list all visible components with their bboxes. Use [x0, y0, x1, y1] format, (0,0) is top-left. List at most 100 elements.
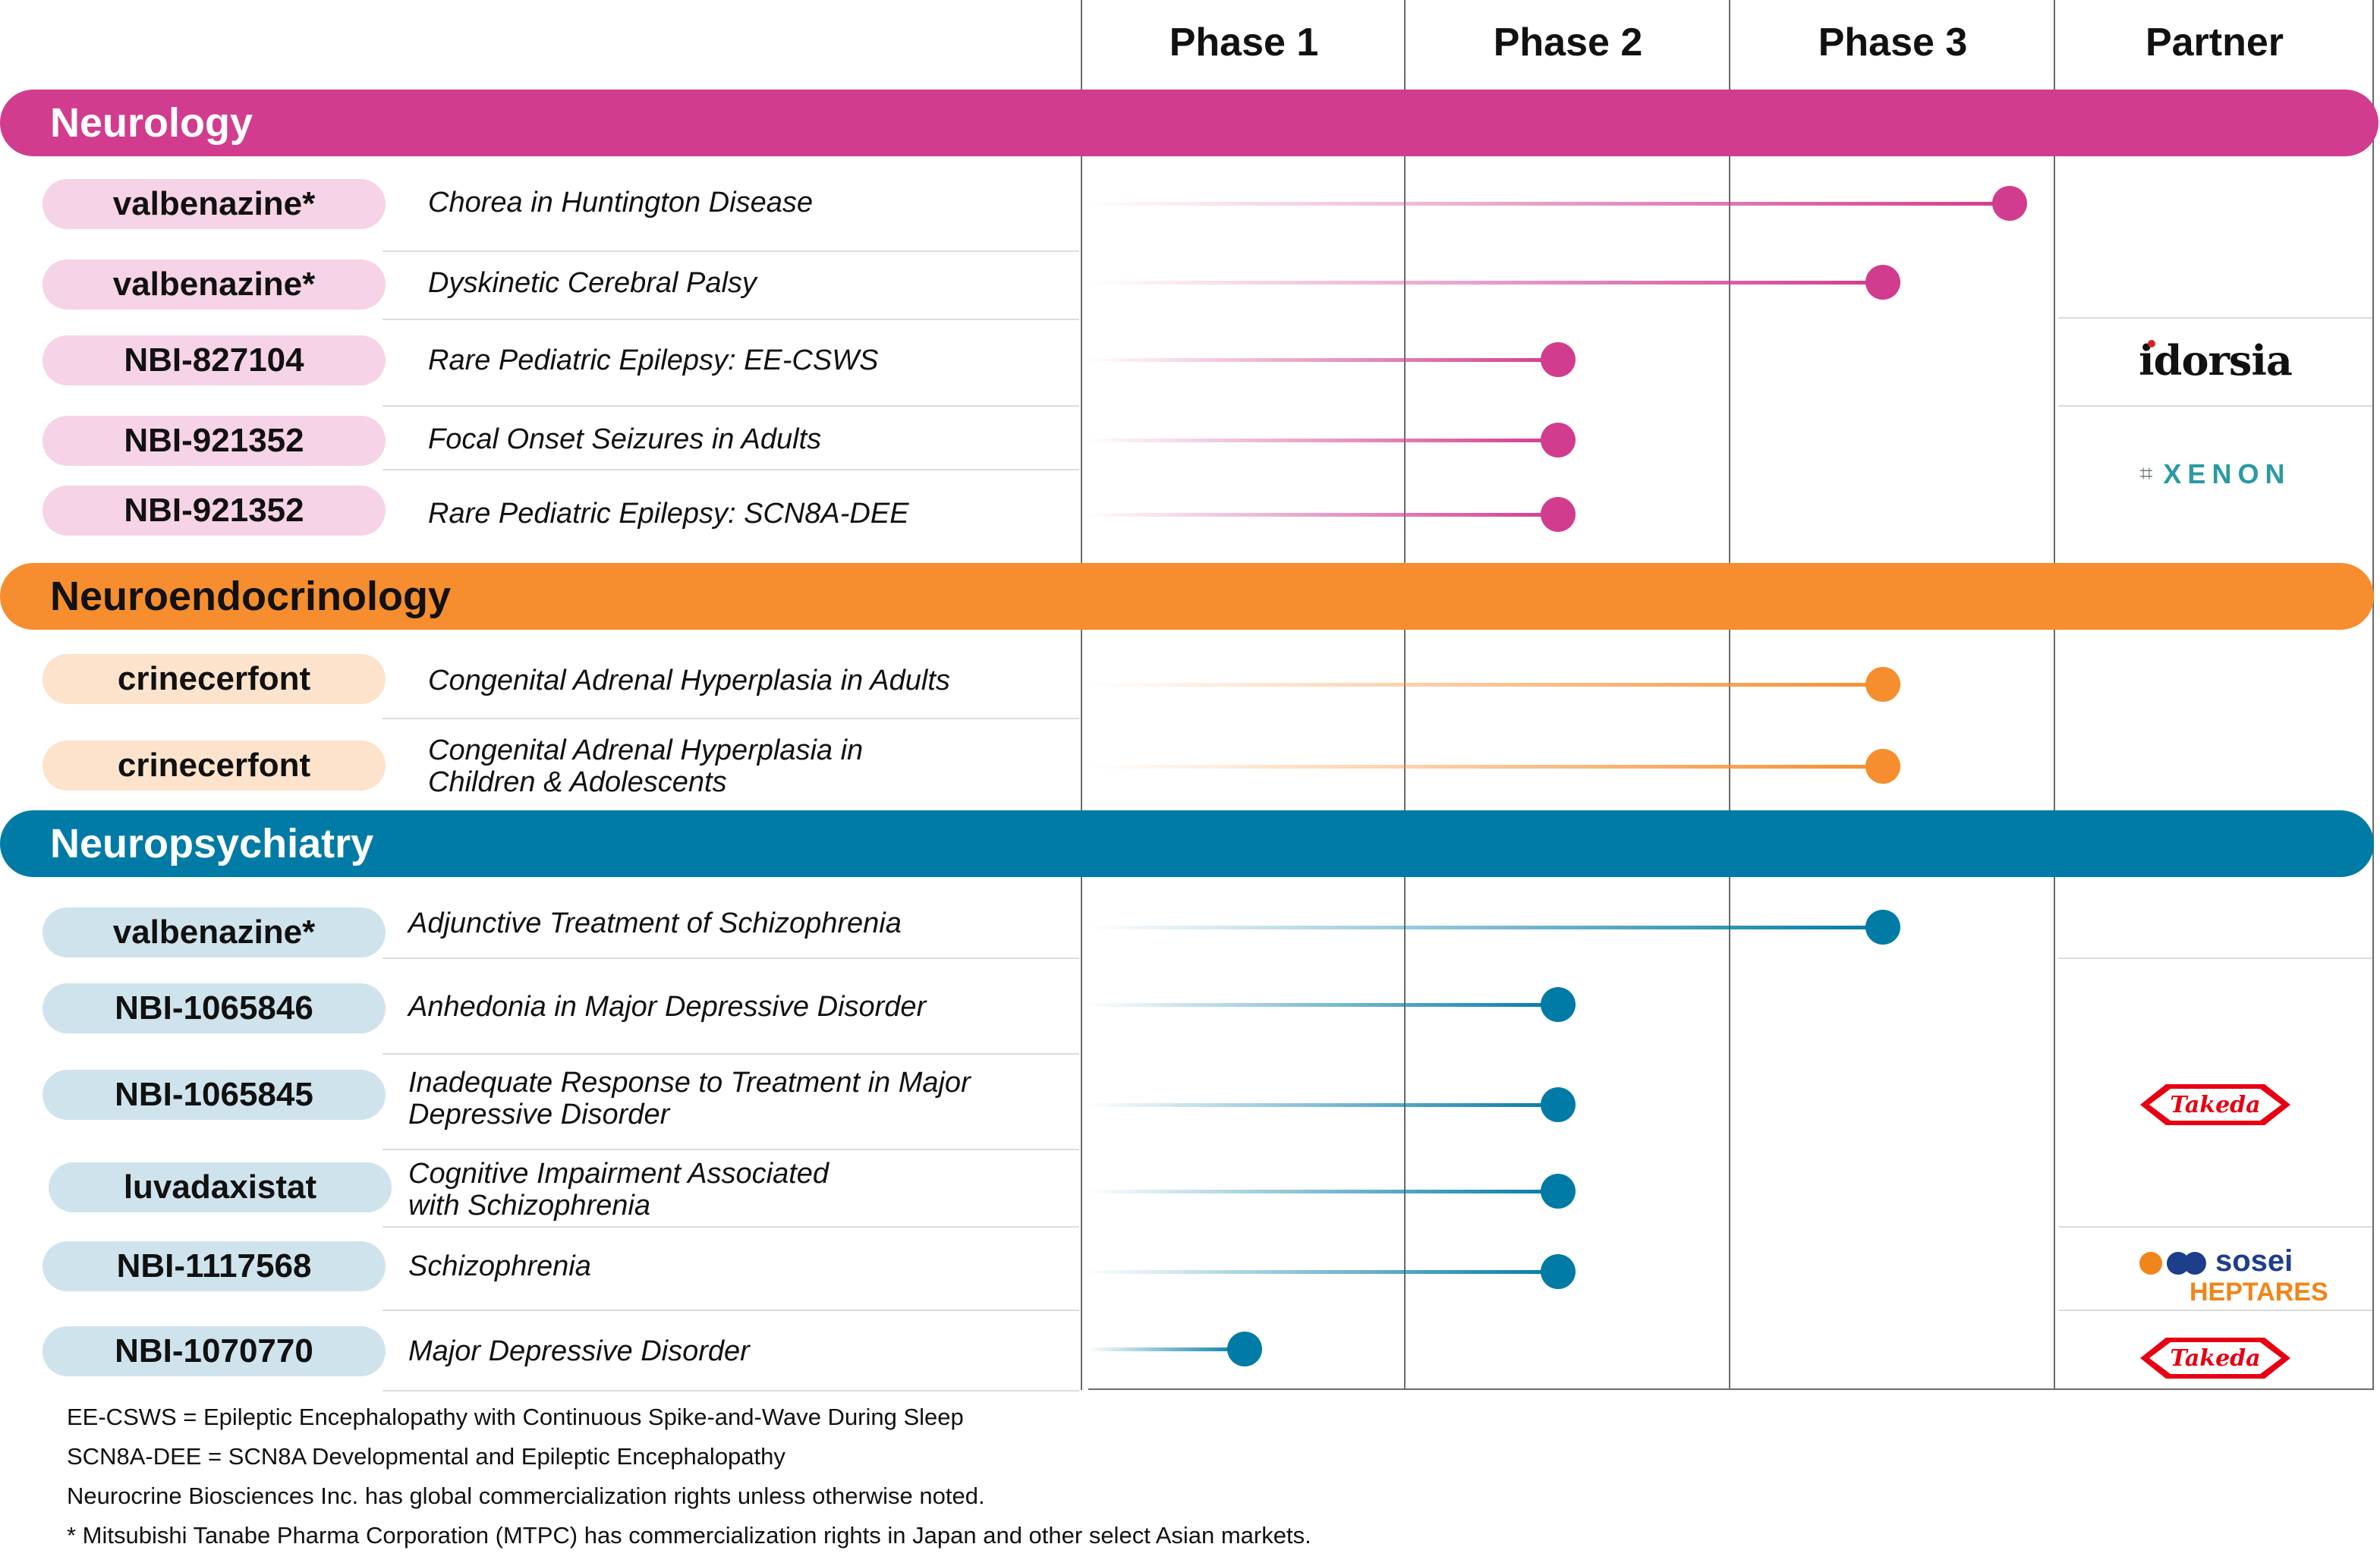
- drug-pill: NBI-921352: [42, 416, 386, 466]
- takeda-wordmark: Takeda: [2170, 1091, 2261, 1118]
- progress-bar: [1087, 439, 1559, 442]
- row-separator: [382, 958, 1079, 959]
- indication-text: Congenital Adrenal Hyperplasia in Adults: [428, 665, 950, 697]
- progress-dot: [1541, 423, 1576, 458]
- drug-pill: NBI-1065846: [42, 983, 386, 1033]
- progress-bar: [1087, 683, 1884, 687]
- footnote: EE-CSWS = Epileptic Encephalopathy with …: [67, 1404, 964, 1430]
- progress-bar: [1087, 1347, 1245, 1351]
- grid-line-partner: [2054, 0, 2055, 1390]
- drug-pill: valbenazine*: [42, 179, 386, 229]
- takeda-emblem-icon: [2140, 1084, 2290, 1125]
- grid-line-right: [2372, 0, 2374, 1390]
- progress-dot: [1541, 342, 1576, 377]
- progress-dot: [1865, 910, 1901, 945]
- phase-3-header: Phase 3: [1818, 20, 1968, 64]
- drug-pill: luvadaxistat: [49, 1162, 392, 1212]
- drug-pill: NBI-1070770: [42, 1326, 386, 1376]
- sosei-orange-dot-icon: [2139, 1252, 2162, 1275]
- grid-line-left: [1081, 0, 1082, 1390]
- progress-dot: [1541, 1087, 1576, 1122]
- progress-bar: [1087, 281, 1884, 285]
- progress-bar: [1087, 202, 2010, 206]
- progress-bar: [1087, 1103, 1559, 1107]
- indication-text: Chorea in Huntington Disease: [428, 187, 813, 219]
- partner-separator: [2058, 405, 2372, 407]
- partner-separator: [2058, 317, 2372, 319]
- row-separator: [382, 1149, 1079, 1150]
- band-neuropsychiatry: Neuropsychiatry: [0, 810, 2374, 877]
- progress-bar: [1087, 1270, 1559, 1274]
- footnote: Neurocrine Biosciences Inc. has global c…: [67, 1483, 985, 1509]
- band-neurology: Neurology: [0, 90, 2378, 156]
- row-separator: [382, 1310, 1079, 1311]
- indication-text: Schizophrenia: [408, 1250, 591, 1282]
- drug-pill: crinecerfont: [42, 741, 386, 791]
- takeda-logo: Takeda: [2058, 1074, 2372, 1135]
- row-separator: [382, 1390, 1079, 1391]
- idorsia-logo: idorsia: [2058, 334, 2372, 387]
- grid-line-phase2: [1404, 0, 1406, 1390]
- grid-line-bottom: [1088, 1388, 2374, 1390]
- indication-text: Anhedonia in Major Depressive Disorder: [408, 991, 927, 1023]
- progress-bar: [1087, 1190, 1559, 1193]
- drug-pill: NBI-1065845: [42, 1070, 386, 1120]
- sosei-blue-dot-icon: [2183, 1252, 2206, 1275]
- partner-separator: [2058, 1226, 2372, 1228]
- indication-text: Rare Pediatric Epilepsy: SCN8A-DEE: [428, 498, 909, 530]
- drug-pill: crinecerfont: [42, 654, 386, 704]
- phase-2-header: Phase 2: [1493, 20, 1643, 64]
- indication-text: Rare Pediatric Epilepsy: EE-CSWS: [428, 344, 879, 376]
- partner-separator: [2058, 1310, 2372, 1311]
- footnote: SCN8A-DEE = SCN8A Developmental and Epil…: [67, 1443, 785, 1470]
- progress-dot: [1541, 987, 1576, 1022]
- drug-pill: valbenazine*: [42, 259, 386, 310]
- drug-pill: valbenazine*: [42, 907, 386, 958]
- sosei-heptares-logo: sosei HEPTARES: [2058, 1241, 2372, 1310]
- indication-text: Dyskinetic Cerebral Palsy: [428, 267, 757, 299]
- heptares-wordmark: HEPTARES: [2190, 1278, 2328, 1307]
- grid-line-phase3: [1729, 0, 1730, 1390]
- progress-bar: [1087, 358, 1559, 362]
- progress-bar: [1087, 1003, 1559, 1007]
- row-separator: [382, 1226, 1079, 1228]
- xenon-wordmark: XENON: [2163, 458, 2291, 489]
- phase-1-header: Phase 1: [1169, 20, 1319, 64]
- drug-pill: NBI-827104: [42, 335, 386, 385]
- idorsia-wordmark: idorsia: [2139, 336, 2293, 385]
- indication-text: Cognitive Impairment Associated with Sch…: [408, 1158, 830, 1222]
- indication-text: Adjunctive Treatment of Schizophrenia: [408, 907, 902, 939]
- drug-pill: NBI-921352: [42, 486, 386, 536]
- takeda-wordmark: Takeda: [2170, 1344, 2261, 1372]
- takeda-emblem-icon: [2140, 1338, 2290, 1379]
- footnote: * Mitsubishi Tanabe Pharma Corporation (…: [67, 1522, 1311, 1549]
- indication-text: Congenital Adrenal Hyperplasia in Childr…: [428, 734, 864, 798]
- progress-bar: [1087, 765, 1884, 769]
- progress-dot: [1541, 497, 1576, 532]
- progress-dot: [1227, 1332, 1262, 1366]
- indication-text: Focal Onset Seizures in Adults: [428, 423, 822, 455]
- row-separator: [382, 469, 1079, 470]
- row-separator: [382, 319, 1079, 320]
- progress-dot: [1865, 667, 1901, 702]
- progress-dot: [1992, 186, 2028, 221]
- indication-text: Major Depressive Disorder: [408, 1335, 750, 1367]
- partner-separator: [2058, 958, 2372, 959]
- progress-dot: [1541, 1254, 1576, 1289]
- idorsia-accent-mark: [2148, 340, 2155, 347]
- xenon-logo: ⌗ XENON: [2058, 448, 2372, 501]
- row-separator: [382, 1053, 1079, 1055]
- progress-bar: [1087, 926, 1884, 929]
- progress-dot: [1865, 265, 1901, 300]
- sosei-wordmark: sosei: [2215, 1244, 2293, 1278]
- takeda-logo: Takeda: [2058, 1329, 2372, 1387]
- row-separator: [382, 718, 1079, 719]
- drug-pill: NBI-1117568: [42, 1241, 386, 1291]
- progress-dot: [1865, 749, 1901, 784]
- partner-header: Partner: [2145, 20, 2284, 64]
- row-separator: [382, 405, 1079, 407]
- progress-bar: [1087, 513, 1559, 517]
- progress-dot: [1541, 1174, 1576, 1209]
- band-neuroendocrinology: Neuroendocrinology: [0, 563, 2374, 630]
- row-separator: [382, 250, 1079, 252]
